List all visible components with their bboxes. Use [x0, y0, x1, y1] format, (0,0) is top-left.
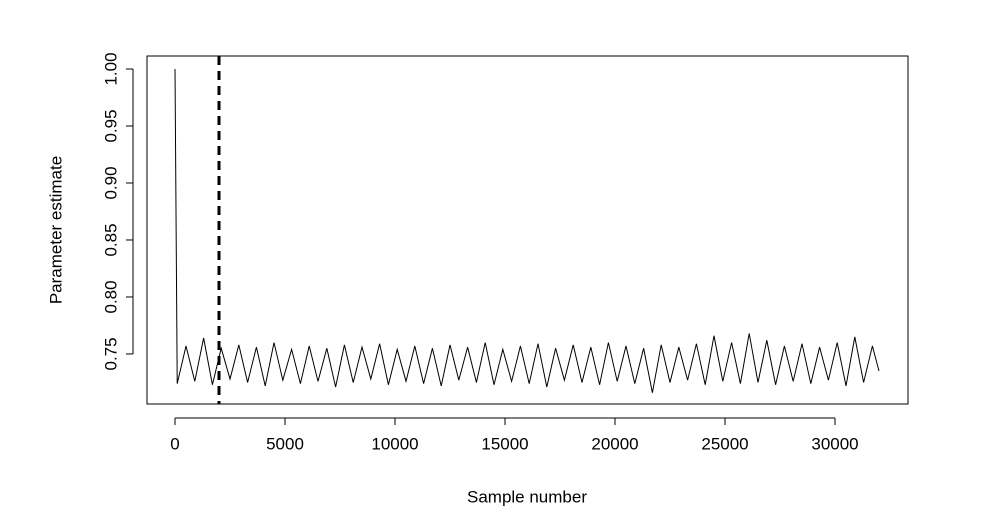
y-tick-label: 0.90 [101, 166, 120, 199]
x-axis-title: Sample number [467, 487, 587, 506]
y-tick-label: 0.95 [101, 109, 120, 142]
x-tick-label: 25000 [701, 434, 748, 453]
x-tick-label: 0 [170, 434, 179, 453]
x-tick-label: 5000 [266, 434, 304, 453]
y-tick-label: 0.85 [101, 223, 120, 256]
x-tick-label: 30000 [811, 434, 858, 453]
x-tick-label: 15000 [481, 434, 528, 453]
y-tick-label: 0.80 [101, 280, 120, 313]
y-tick-label: 0.75 [101, 337, 120, 370]
y-tick-label: 1.00 [101, 52, 120, 85]
trace-line [174, 68, 880, 393]
x-tick-label: 20000 [591, 434, 638, 453]
x-tick-label: 10000 [371, 434, 418, 453]
plot-frame [146, 55, 909, 405]
y-axis-title: Parameter estimate [46, 156, 65, 304]
